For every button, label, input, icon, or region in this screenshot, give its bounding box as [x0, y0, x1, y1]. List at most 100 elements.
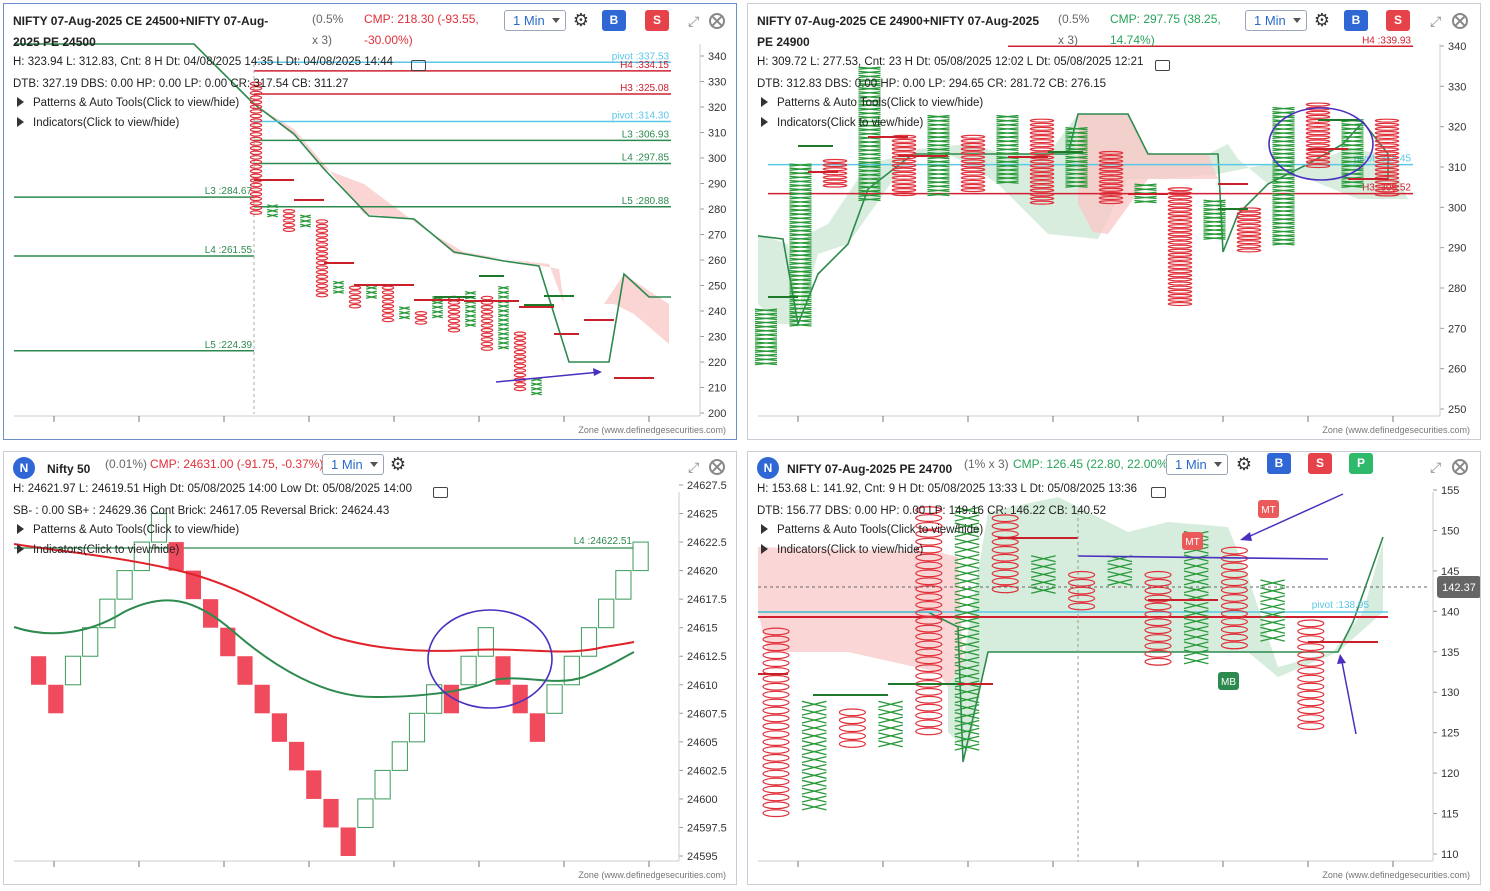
y-tick-label: 240 — [708, 306, 726, 318]
gear-icon[interactable]: ⚙ — [389, 454, 407, 474]
o-box — [1029, 163, 1055, 168]
y-tick-label: 150 — [1441, 525, 1459, 537]
o-box — [891, 151, 917, 156]
cmp-value: CMP: 218.30 (-93.55, -30.00%) — [364, 12, 479, 47]
indicators-toggle[interactable]: Indicators(Click to view/hide) — [17, 117, 179, 129]
timeframe-select[interactable]: 1 Min — [1245, 10, 1307, 31]
p-button[interactable]: P — [1349, 453, 1373, 474]
x-box — [789, 233, 812, 237]
o-box — [1236, 248, 1262, 253]
timeframe-select[interactable]: 1 Min — [504, 10, 566, 31]
buy-button[interactable]: B — [1344, 10, 1368, 31]
chart-panel-3[interactable]: L4 :24622.51 24595 24597.5 24600 24602.5 2460… — [3, 451, 737, 885]
chart-panel-4[interactable]: pivot :138.95 MT MT MB 110 115 120 125 130 135 140… — [747, 451, 1481, 885]
x-box — [1272, 139, 1295, 144]
o-box — [1029, 126, 1055, 131]
y-tick-label: 300 — [708, 153, 726, 165]
x-box — [1341, 172, 1364, 176]
chart-panel-1[interactable]: pivot :337.53 H4 :334.15 H3 :325.08 pivot :… — [3, 3, 737, 440]
indicators-toggle[interactable]: Indicators(Click to view/hide) — [761, 117, 923, 129]
o-box — [1374, 122, 1400, 127]
x-box — [1183, 562, 1209, 570]
renko-up-brick — [598, 598, 615, 629]
buy-button[interactable]: B — [1267, 453, 1291, 474]
comment-icon[interactable] — [433, 487, 448, 498]
sell-button[interactable]: S — [1386, 10, 1410, 31]
x-box — [858, 123, 881, 128]
renko-chart[interactable]: L4 :24622.51 24595 24597.5 24600 24602.5 2460… — [4, 452, 737, 885]
o-box — [960, 183, 986, 189]
close-icon[interactable] — [709, 13, 725, 29]
o-box — [513, 381, 527, 387]
x-box — [954, 640, 980, 649]
gear-icon[interactable]: ⚙ — [1235, 454, 1253, 474]
x-box — [1260, 626, 1285, 634]
renko-down-brick — [31, 656, 47, 685]
x-box — [801, 748, 827, 756]
expand-icon[interactable]: ⤢ — [1430, 13, 1442, 29]
level-label: H4 :339.93 — [1362, 35, 1411, 46]
y-tick-label: 24597.5 — [687, 822, 727, 834]
o-box — [1374, 159, 1400, 164]
sell-button[interactable]: S — [1308, 453, 1332, 474]
x-box — [1203, 216, 1226, 220]
level-label: L5 :224.39 — [205, 340, 253, 351]
o-box — [762, 801, 790, 810]
x-box — [954, 632, 980, 641]
x-box — [858, 169, 881, 173]
timeframe-label: 1 Min — [1175, 457, 1207, 472]
chart-panel-2[interactable]: H4 :339.93 pivot :318.45 H3 :305.52 250 260 2… — [747, 3, 1481, 440]
patterns-toggle[interactable]: Patterns & Auto Tools(Click to view/hide… — [17, 524, 239, 536]
o-box — [762, 635, 790, 644]
close-icon[interactable] — [1452, 459, 1468, 475]
gear-icon[interactable]: ⚙ — [572, 10, 590, 30]
timeframe-select[interactable]: 1 Min — [322, 454, 384, 475]
x-box — [954, 727, 980, 735]
pnf-column — [1236, 207, 1262, 253]
o-box — [991, 522, 1019, 531]
x-box — [927, 123, 950, 127]
x-box — [1260, 587, 1285, 595]
x-box — [1134, 195, 1157, 200]
x-box — [432, 300, 443, 305]
pnf-chart-4[interactable]: pivot :138.95 MT MT MB 110 115 120 125 130 135 140… — [748, 452, 1481, 885]
o-box — [315, 292, 329, 298]
comment-icon[interactable] — [1151, 487, 1166, 498]
expand-icon[interactable]: ⤢ — [1430, 459, 1442, 475]
expand-icon[interactable]: ⤢ — [688, 13, 700, 29]
comment-icon[interactable] — [411, 60, 426, 71]
close-icon[interactable] — [1452, 13, 1468, 29]
x-box — [1031, 562, 1056, 571]
x-box — [789, 274, 812, 278]
indicators-toggle[interactable]: Indicators(Click to view/hide) — [17, 544, 179, 556]
x-box — [858, 160, 881, 165]
timeframe-select[interactable]: 1 Min — [1166, 454, 1228, 475]
o-box — [991, 545, 1019, 554]
patterns-toggle[interactable]: Patterns & Auto Tools(Click to view/hide… — [17, 97, 239, 109]
x-box — [878, 740, 903, 748]
x-box — [954, 625, 980, 633]
pnf-column — [1167, 187, 1193, 307]
x-box — [789, 228, 812, 233]
o-box — [447, 323, 461, 328]
o-box — [249, 99, 263, 105]
x-box — [789, 175, 812, 180]
patterns-toggle[interactable]: Patterns & Auto Tools(Click to view/hide… — [761, 97, 983, 109]
pnf-column — [381, 285, 395, 323]
close-icon[interactable] — [709, 459, 725, 475]
x-box — [954, 617, 980, 625]
pattern-badge-label: MT — [1185, 537, 1199, 548]
renko-up-brick — [357, 798, 374, 828]
indicators-toggle[interactable]: Indicators(Click to view/hide) — [761, 544, 923, 556]
x-box — [789, 261, 812, 266]
sell-button[interactable]: S — [645, 10, 669, 31]
expand-icon[interactable]: ⤢ — [688, 459, 700, 475]
o-box — [915, 569, 943, 578]
patterns-toggle[interactable]: Patterns & Auto Tools(Click to view/hide… — [761, 524, 983, 536]
expand-arrow-icon — [17, 97, 24, 107]
gear-icon[interactable]: ⚙ — [1313, 10, 1331, 30]
buy-button[interactable]: B — [602, 10, 626, 31]
comment-icon[interactable] — [1155, 60, 1170, 71]
